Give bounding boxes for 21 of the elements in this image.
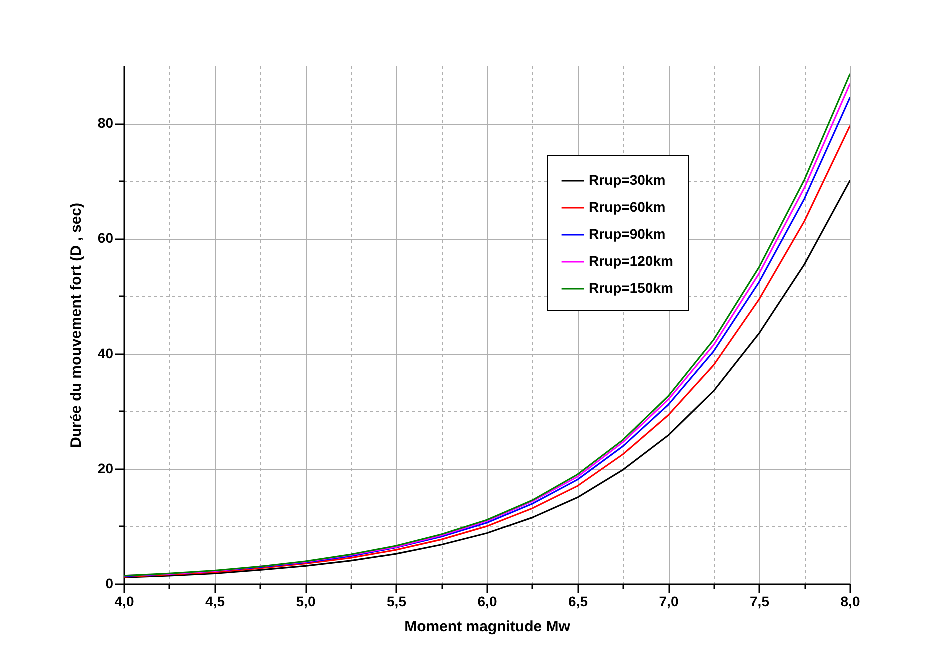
x-tick-label: 4,0 [114, 594, 134, 610]
x-tick-label: 5,5 [387, 594, 407, 610]
legend-label: Rrup=30km [589, 172, 666, 188]
legend-label: Rrup=120km [589, 253, 674, 269]
x-tick-label: 7,0 [659, 594, 679, 610]
x-tick-label: 7,5 [750, 594, 770, 610]
y-tick-label: 20 [98, 460, 114, 476]
legend-label: Rrup=90km [589, 226, 666, 242]
x-tick-label: 6,5 [568, 594, 588, 610]
x-tick-label: 4,5 [206, 594, 226, 610]
y-tick-label: 40 [98, 345, 114, 362]
y-tick-label: 60 [98, 230, 114, 246]
legend-label: Rrup=60km [589, 199, 666, 215]
x-tick-label: 6,0 [478, 594, 498, 610]
x-tick-label: 8,0 [840, 594, 860, 610]
y-axis-title: Durée du mouvement fort (D , sec) [68, 202, 85, 448]
y-tick-label: 0 [106, 576, 114, 592]
legend-label: Rrup=150km [589, 280, 674, 296]
x-axis-title: Moment magnitude Mw [404, 618, 571, 636]
y-tick-label: 80 [98, 115, 114, 132]
x-tick-label: 5,0 [296, 594, 316, 610]
